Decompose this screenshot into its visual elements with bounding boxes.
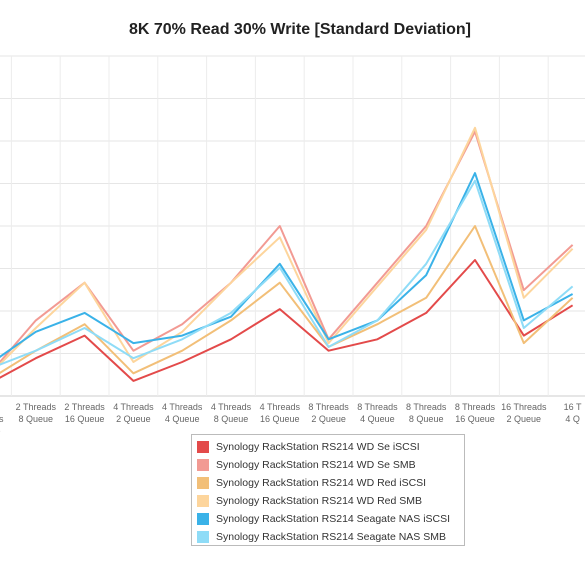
legend-label: Synology RackStation RS214 Seagate NAS i… — [216, 513, 451, 525]
x-tick-label: 8 Threads 4 Queue — [357, 402, 398, 424]
legend-item[interactable]: Synology RackStation RS214 Seagate NAS i… — [197, 510, 464, 528]
series-line-5 — [0, 172, 574, 358]
series-lines — [0, 126, 574, 382]
legend-swatch — [197, 477, 209, 489]
x-tick-label: 2 Threads 16 Queue — [64, 402, 105, 424]
series-line-4 — [0, 126, 574, 366]
legend-label: Synology RackStation RS214 WD Se iSCSI — [216, 441, 420, 453]
x-tick-label: 4 Threads 16 Queue — [260, 402, 301, 424]
x-tick-label: 8 Threads 2 Queue — [308, 402, 349, 424]
legend-swatch — [197, 441, 209, 453]
legend-label: Synology RackStation RS214 WD Se SMB — [216, 459, 416, 471]
legend-item[interactable]: Synology RackStation RS214 WD Se SMB — [197, 456, 464, 474]
legend-item[interactable]: Synology RackStation RS214 WD Red iSCSI — [197, 474, 464, 492]
legend-item[interactable]: Synology RackStation RS214 WD Se iSCSI — [197, 438, 464, 456]
legend-swatch — [197, 531, 209, 543]
grid-lines — [0, 55, 585, 397]
series-line-3 — [0, 225, 574, 375]
legend-label: Synology RackStation RS214 Seagate NAS S… — [216, 531, 446, 543]
x-tick-label: ThreadsQueue — [0, 414, 4, 436]
x-tick-label: 4 Threads 2 Queue — [113, 402, 154, 424]
legend: Synology RackStation RS214 WD Se iSCSI Sy… — [191, 434, 465, 546]
legend-item[interactable]: Synology RackStation RS214 WD Red SMB — [197, 492, 464, 510]
legend-swatch — [197, 459, 209, 471]
series-line-1 — [0, 259, 574, 382]
series-line-6 — [0, 179, 574, 366]
legend-label: Synology RackStation RS214 WD Red SMB — [216, 495, 423, 507]
legend-item[interactable]: Synology RackStation RS214 Seagate NAS S… — [197, 528, 464, 546]
legend-label: Synology RackStation RS214 WD Red iSCSI — [216, 477, 427, 489]
x-tick-label: 16 Threads 2 Queue — [501, 402, 547, 424]
x-tick-label: 4 Threads 8 Queue — [211, 402, 252, 424]
legend-swatch — [197, 495, 209, 507]
chart-title: 8K 70% Read 30% Write [Standard Deviatio… — [129, 21, 471, 38]
x-tick-label: 8 Threads 8 Queue — [406, 402, 447, 424]
x-tick-label: 8 Threads 16 Queue — [455, 402, 496, 424]
x-tick-label: 4 Threads 4 Queue — [162, 402, 203, 424]
legend-swatch — [197, 513, 209, 525]
x-tick-label: 2 Threads 8 Queue — [16, 402, 57, 424]
